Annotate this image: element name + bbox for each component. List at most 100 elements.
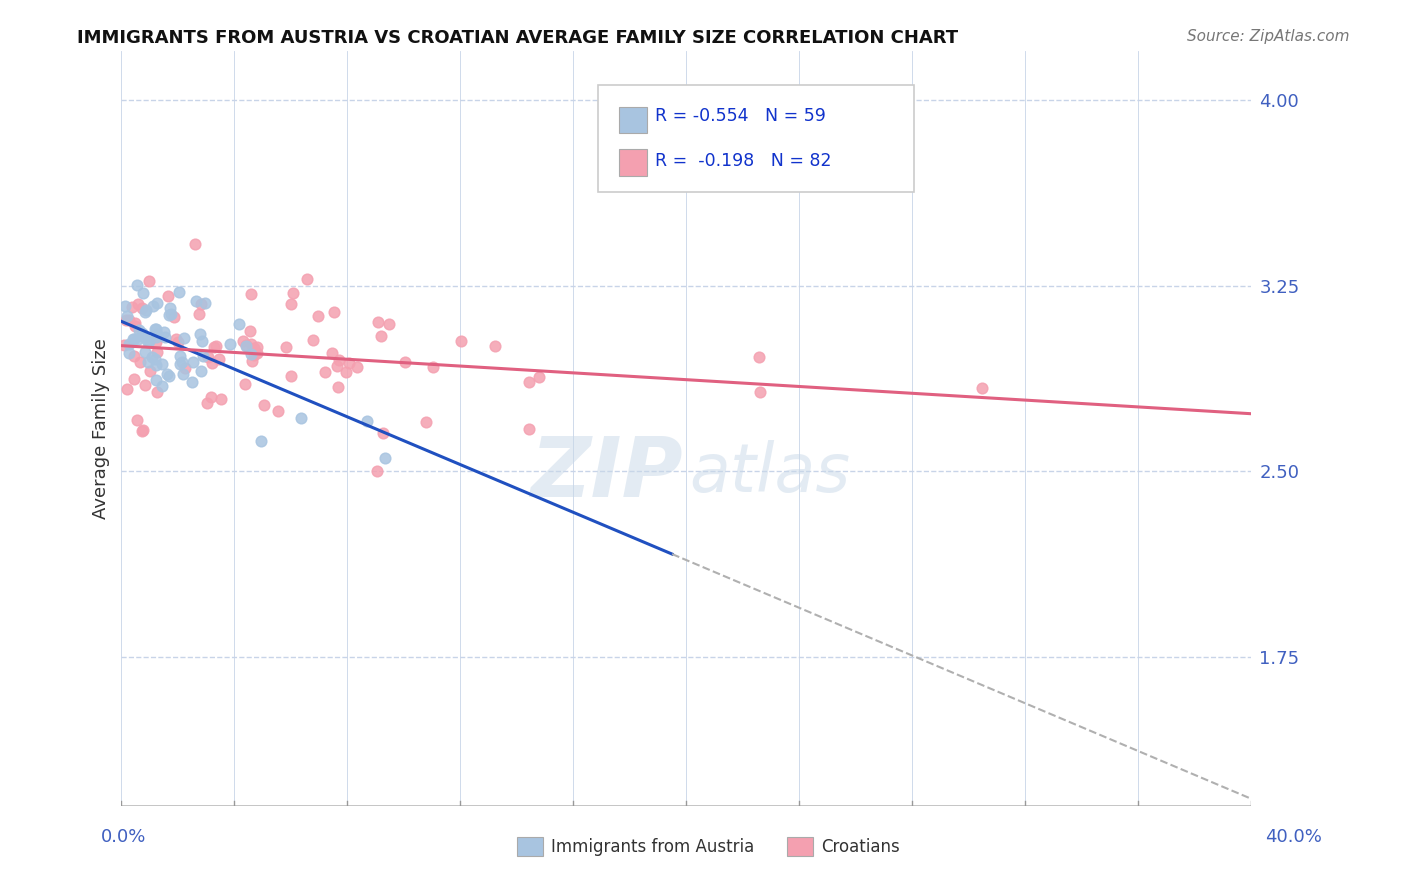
Point: [152, 379, 174, 393]
Point: [156, 368, 179, 382]
Text: IMMIGRANTS FROM AUSTRIA VS CROATIAN AVERAGE FAMILY SIZE CORRELATION CHART: IMMIGRANTS FROM AUSTRIA VS CROATIAN AVER…: [77, 29, 959, 46]
Point: [145, 329, 167, 343]
Point: [184, 293, 207, 308]
Point: [374, 451, 396, 466]
Point: [124, 349, 146, 363]
Point: [169, 357, 191, 371]
Point: [112, 338, 135, 352]
Point: [114, 299, 136, 313]
Point: [326, 359, 349, 373]
Text: R =  -0.198   N = 82: R = -0.198 N = 82: [655, 152, 832, 169]
Point: [194, 296, 217, 310]
Point: [132, 286, 155, 301]
Point: [326, 380, 349, 394]
Point: [156, 289, 179, 303]
Point: [246, 345, 269, 359]
Point: [337, 356, 360, 370]
Point: [124, 316, 146, 330]
Point: [328, 353, 350, 368]
Point: [191, 349, 214, 363]
Point: [127, 296, 149, 310]
Point: [122, 332, 145, 346]
Y-axis label: Average Family Size: Average Family Size: [93, 338, 110, 518]
Point: [378, 317, 401, 331]
Point: [322, 305, 344, 319]
Point: [274, 340, 297, 354]
Point: [146, 385, 169, 400]
Point: [239, 324, 262, 338]
Point: [138, 334, 160, 348]
Point: [527, 370, 550, 384]
Point: [146, 345, 169, 359]
Point: [167, 335, 190, 350]
Point: [209, 392, 232, 406]
Point: [314, 365, 336, 379]
Point: [172, 367, 194, 381]
Point: [517, 421, 540, 435]
Point: [281, 286, 304, 301]
Text: 0.0%: 0.0%: [101, 828, 146, 846]
Point: [118, 337, 141, 351]
Point: [195, 396, 218, 410]
Point: [346, 360, 368, 375]
Point: [136, 355, 159, 369]
Point: [190, 297, 212, 311]
Point: [143, 352, 166, 367]
Text: Source: ZipAtlas.com: Source: ZipAtlas.com: [1187, 29, 1350, 44]
Point: [169, 349, 191, 363]
Point: [142, 299, 165, 313]
Point: [235, 338, 257, 352]
Point: [146, 327, 169, 342]
Point: [321, 346, 343, 360]
Point: [233, 376, 256, 391]
Point: [280, 368, 302, 383]
Text: 40.0%: 40.0%: [1265, 828, 1322, 846]
Point: [290, 411, 312, 425]
Point: [172, 355, 194, 369]
Point: [197, 351, 219, 365]
Point: [749, 385, 772, 400]
Point: [307, 309, 329, 323]
Point: [167, 285, 190, 299]
Point: [145, 334, 167, 349]
Point: [484, 339, 506, 353]
Point: [415, 415, 437, 429]
Point: [205, 339, 228, 353]
Point: [118, 346, 141, 360]
Point: [157, 368, 180, 383]
Point: [190, 334, 212, 348]
Point: [122, 372, 145, 386]
Point: [124, 318, 146, 333]
Point: [115, 312, 138, 326]
Text: Immigrants from Austria: Immigrants from Austria: [551, 838, 755, 855]
Point: [157, 308, 180, 322]
Point: [160, 307, 183, 321]
Point: [145, 321, 167, 335]
Text: Croatians: Croatians: [821, 838, 900, 855]
Point: [131, 326, 153, 340]
Point: [138, 274, 160, 288]
Point: [219, 336, 242, 351]
Point: [204, 340, 226, 354]
Point: [450, 334, 472, 348]
Point: [228, 317, 250, 331]
Point: [128, 323, 150, 337]
Point: [134, 345, 156, 359]
Point: [138, 364, 160, 378]
Point: [366, 464, 388, 478]
Point: [115, 382, 138, 396]
Point: [145, 295, 167, 310]
Point: [184, 236, 207, 251]
Point: [143, 322, 166, 336]
Point: [152, 325, 174, 339]
Point: [174, 360, 197, 375]
Point: [190, 327, 212, 342]
Point: [145, 358, 167, 372]
Point: [127, 278, 149, 293]
Point: [159, 301, 181, 316]
Point: [394, 355, 416, 369]
Point: [517, 375, 540, 389]
Point: [145, 373, 167, 387]
Point: [243, 348, 266, 362]
Point: [117, 310, 139, 324]
